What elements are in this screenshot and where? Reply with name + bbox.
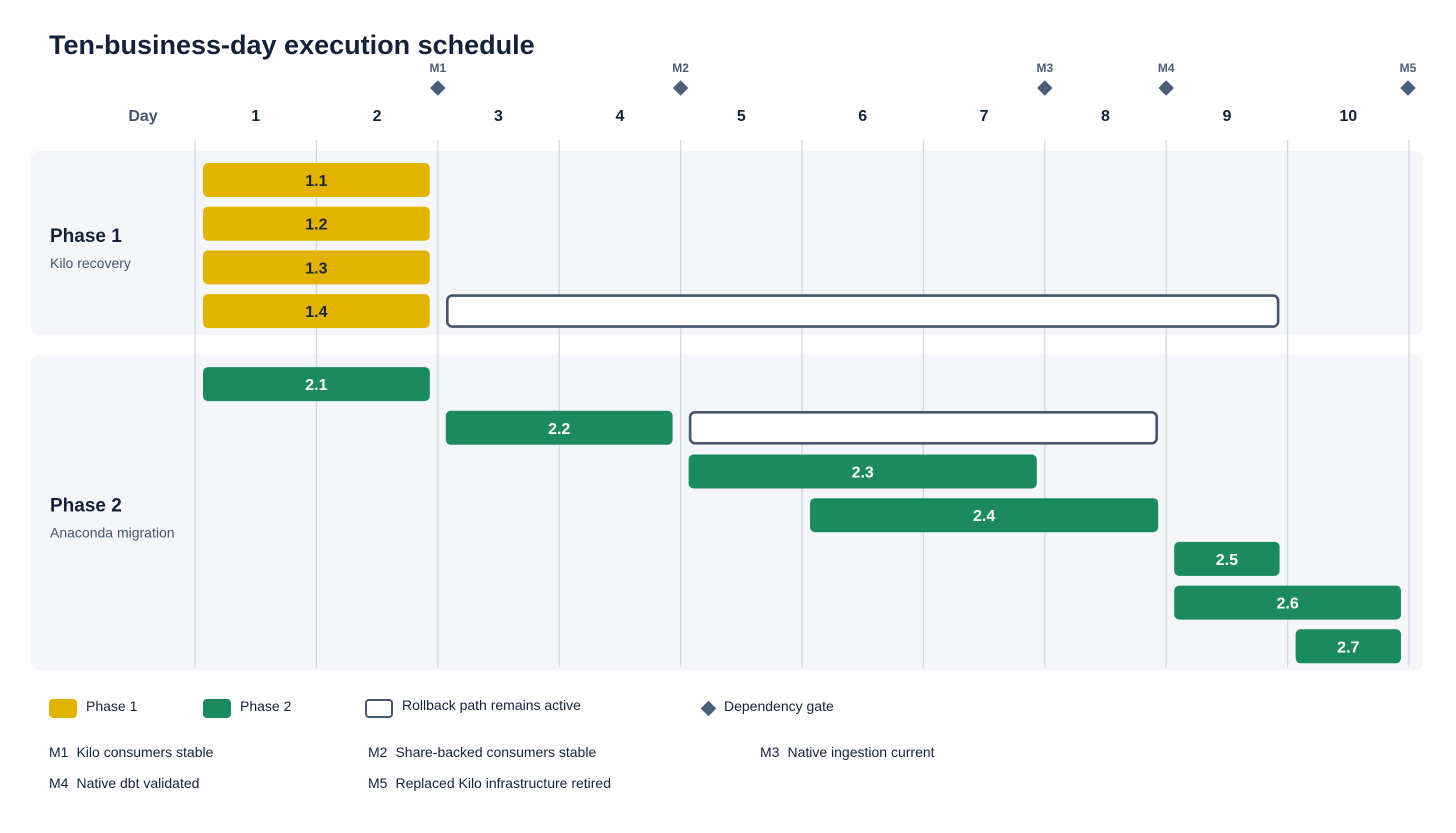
day-tick-label: 10	[1339, 108, 1357, 125]
task-bar	[810, 498, 1159, 533]
day-tick-label: 7	[980, 108, 989, 125]
phase-title: Phase 1	[50, 226, 122, 247]
phase-subtitle: Kilo recovery	[50, 255, 131, 271]
day-tick-label: 9	[1222, 108, 1231, 125]
milestone-gate-icon	[1158, 80, 1174, 96]
day-tick-label: 1	[251, 108, 260, 125]
task-bar	[203, 163, 430, 197]
milestone-note: M3 Native ingestion current	[760, 744, 935, 760]
task-label: 2.5	[1216, 552, 1238, 569]
legend-gate-icon	[700, 700, 717, 717]
milestone-note: M4 Native dbt validated	[49, 775, 199, 791]
task-label: 2.4	[973, 508, 995, 525]
milestone-label: M4	[1158, 61, 1175, 75]
milestone-note: M2 Share-backed consumers stable	[368, 744, 596, 760]
phase-panel-2	[31, 355, 1423, 671]
milestone-note-id: M3	[760, 744, 780, 760]
rollback-bar	[688, 410, 1158, 445]
milestone-note-id: M5	[368, 775, 388, 791]
rollback-bar	[445, 294, 1280, 328]
task-label: 1.4	[305, 304, 327, 321]
task-label: 1.2	[305, 217, 327, 234]
task-label: 2.2	[548, 421, 570, 438]
legend-swatch-rollback	[365, 699, 393, 718]
legend-label-gate: Dependency gate	[724, 698, 834, 714]
gantt-chart: Day 1 2 3 4 5 6 7 8 9 10 M1 M2 M3 M4 M5 Phase 1 Kilo reco…	[31, 61, 1423, 671]
task-bar	[203, 367, 430, 402]
milestone-note-id: M1	[49, 744, 69, 760]
milestone-note: M5 Replaced Kilo infrastructure retired	[368, 775, 611, 791]
milestone-gate-icon	[672, 80, 689, 96]
day-axis-label: Day	[128, 108, 157, 125]
task-label: 1.3	[305, 260, 327, 277]
day-tick-label: 4	[615, 108, 624, 125]
day-tick-label: 3	[494, 108, 503, 125]
task-bar	[203, 206, 430, 241]
task-label: 1.1	[305, 173, 327, 190]
milestone-label: M3	[1036, 61, 1053, 75]
phase-title: Phase 2	[50, 496, 122, 517]
milestone-note-id: M2	[368, 744, 388, 760]
task-bar	[1174, 541, 1280, 576]
task-bar	[203, 250, 430, 285]
phase-subtitle: Anaconda migration	[50, 525, 175, 541]
milestone-note-text: Share-backed consumers stable	[395, 744, 597, 760]
milestone-label: M5	[1400, 61, 1417, 75]
task-label: 2.6	[1276, 596, 1298, 613]
milestone-note-text: Kilo consumers stable	[76, 744, 214, 760]
legend-label-rollback: Rollback path remains active	[402, 697, 581, 713]
task-bar	[203, 294, 430, 329]
milestone-label: M2	[672, 61, 689, 75]
milestone-gate-icon	[1037, 80, 1053, 96]
task-bar	[1174, 585, 1401, 620]
milestone-note: M1 Kilo consumers stable	[49, 744, 213, 760]
milestone-gate-icon	[430, 80, 446, 96]
task-bar	[1295, 629, 1401, 664]
legend-label-phase1: Phase 1	[86, 698, 138, 714]
task-label: 2.7	[1337, 639, 1359, 656]
milestone-note-id: M4	[49, 775, 69, 791]
legend-swatch-phase2	[203, 699, 231, 718]
milestone-gate-icon	[1400, 80, 1416, 96]
task-label: 2.1	[305, 377, 327, 394]
day-tick-label: 5	[737, 108, 746, 125]
task-bar	[445, 410, 673, 445]
task-label: 2.3	[852, 465, 874, 482]
milestone-note-text: Native dbt validated	[76, 775, 200, 791]
legend-label-phase2: Phase 2	[240, 698, 292, 714]
chart-title: Ten-business-day execution schedule	[49, 30, 535, 60]
task-bar	[688, 454, 1037, 489]
day-tick-label: 8	[1101, 108, 1110, 125]
day-tick-label: 2	[373, 108, 382, 125]
milestone-note-text: Native ingestion current	[787, 744, 935, 760]
legend-swatch-phase1	[49, 699, 77, 718]
milestone-note-text: Replaced Kilo infrastructure retired	[395, 775, 611, 791]
phase-panel-1	[31, 151, 1423, 336]
day-tick-label: 6	[858, 108, 867, 125]
milestone-label: M1	[429, 61, 446, 75]
